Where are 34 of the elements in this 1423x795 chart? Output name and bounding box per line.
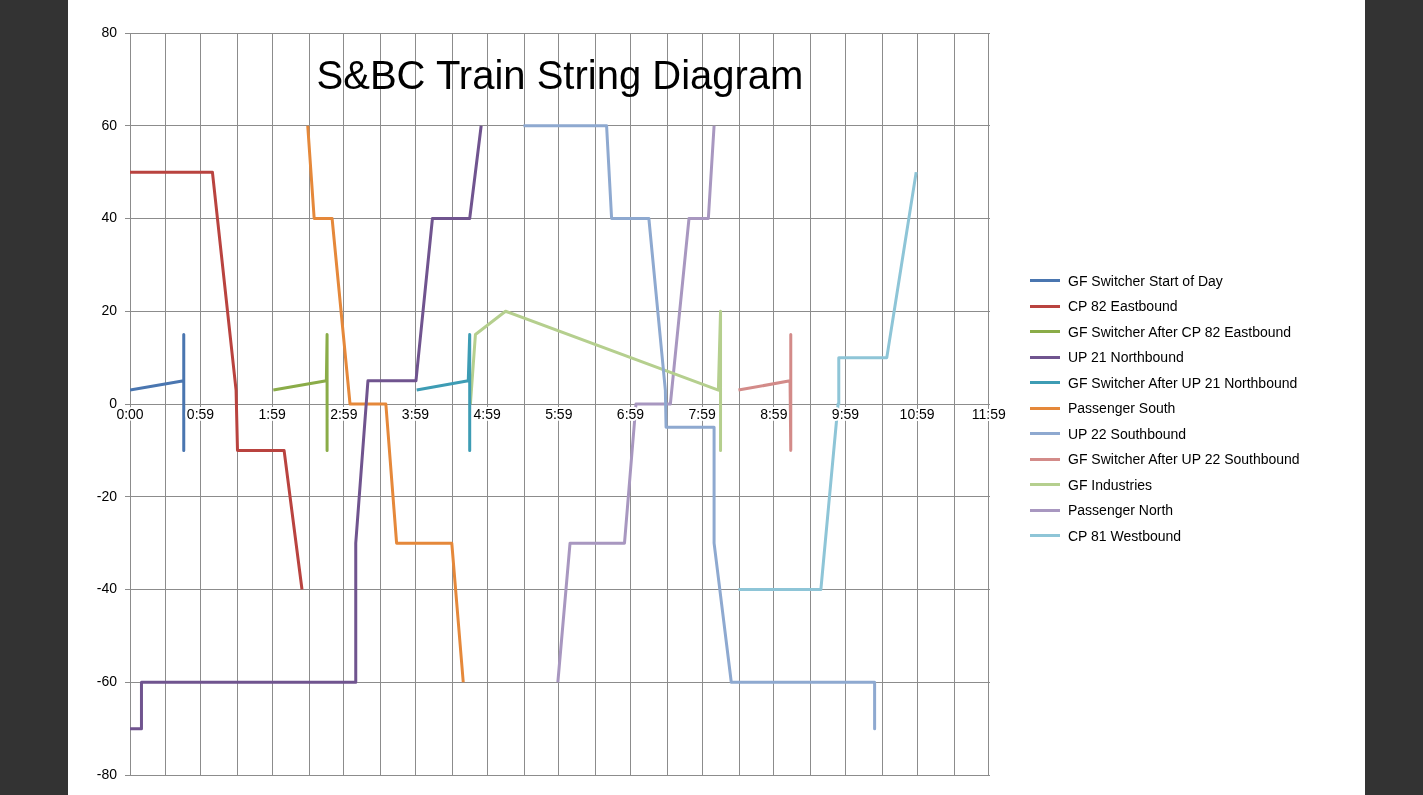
legend-label: UP 21 Northbound xyxy=(1068,349,1184,366)
legend-label: GF Switcher Start of Day xyxy=(1068,272,1223,289)
x-tick-label: 8:59 xyxy=(760,405,788,422)
x-tick-label: 10:59 xyxy=(899,405,935,422)
x-tick-label: 5:59 xyxy=(545,405,573,422)
legend-label: GF Switcher After CP 82 Eastbound xyxy=(1068,323,1292,340)
x-tick-label: 0:00 xyxy=(116,405,144,422)
x-tick-label: 11:59 xyxy=(971,405,1007,422)
y-tick-label: 40 xyxy=(101,209,118,226)
legend-label: UP 22 Southbound xyxy=(1068,425,1187,442)
x-tick-label: 6:59 xyxy=(616,405,645,422)
legend-label: Passenger North xyxy=(1068,502,1174,519)
x-tick-label: 9:59 xyxy=(831,405,860,422)
legend-label: Passenger South xyxy=(1068,400,1176,417)
x-tick-label: 7:59 xyxy=(688,405,716,422)
legend-label: CP 82 Eastbound xyxy=(1068,298,1178,315)
legend-label: GF Industries xyxy=(1068,476,1153,493)
y-tick-label: 20 xyxy=(101,302,118,319)
x-tick-label: 1:59 xyxy=(258,405,286,422)
y-tick-label: -80 xyxy=(96,765,118,782)
text: S&BC Train String Diagram xyxy=(316,53,804,98)
y-tick-label: 0 xyxy=(109,394,118,411)
legend-label: GF Switcher After UP 21 Northbound xyxy=(1068,374,1298,391)
y-tick-label: -20 xyxy=(96,487,118,504)
x-tick-label: 2:59 xyxy=(330,405,358,422)
y-tick-label: -40 xyxy=(96,580,118,597)
y-tick-label: 80 xyxy=(101,23,118,40)
legend-label: GF Switcher After UP 22 Southbound xyxy=(1068,451,1300,468)
x-tick-label: 4:59 xyxy=(473,405,501,422)
legend-label: CP 81 Westbound xyxy=(1068,527,1182,544)
x-tick-label: 3:59 xyxy=(401,405,430,422)
y-tick-label: 60 xyxy=(101,116,118,133)
x-tick-label: 0:59 xyxy=(186,405,215,422)
y-tick-label: -60 xyxy=(96,673,118,690)
